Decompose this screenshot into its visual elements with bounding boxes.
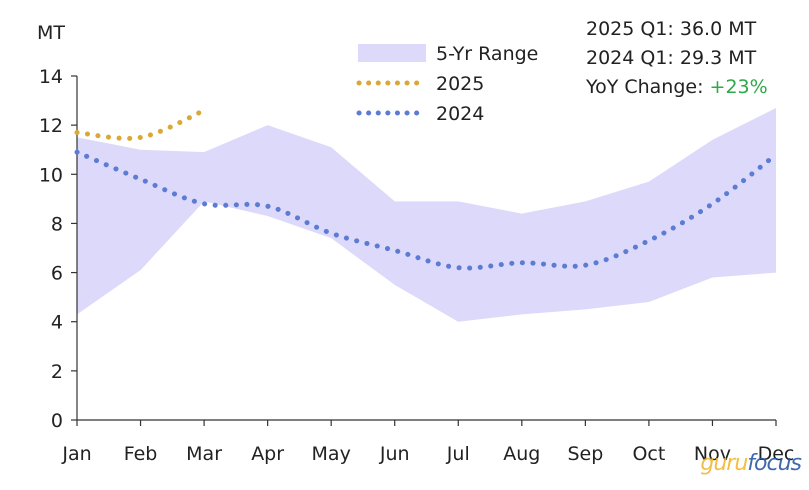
y-tick-label: 12: [39, 115, 63, 137]
yoy-value: +23%: [709, 76, 768, 98]
gurufocus-logo: gurufocus: [700, 451, 802, 476]
x-tick-label: Dec: [758, 443, 795, 465]
x-tick-label: Jan: [61, 443, 91, 465]
yoy-label: YoY Change:: [586, 76, 710, 98]
y-tick-label: 8: [51, 213, 63, 235]
y-tick-label: 10: [39, 164, 63, 186]
y-tick-label: 6: [51, 263, 63, 285]
series-line-2025: [74, 107, 207, 141]
y-tick-label: 4: [51, 312, 63, 334]
legend-swatch-range: [358, 44, 426, 62]
x-tick-label: Nov: [694, 443, 731, 465]
range-band: [77, 107, 776, 322]
x-tick-label: Mar: [186, 443, 222, 465]
annotation-yoy: YoY Change: +23%: [586, 76, 768, 98]
y-tick-label: 2: [51, 361, 63, 383]
legend: 5-Yr Range 2025 2024: [356, 43, 538, 125]
x-tick-label: May: [312, 443, 351, 465]
y-tick-label: 14: [39, 66, 63, 88]
x-tick-label: Jul: [446, 443, 470, 465]
legend-label-range: 5-Yr Range: [436, 43, 538, 65]
y-tick-label: 0: [51, 410, 63, 432]
x-tick-label: Feb: [124, 443, 158, 465]
annotation-2024-q1: 2024 Q1: 29.3 MT: [586, 47, 757, 69]
x-tick-label: Sep: [567, 443, 603, 465]
legend-label-2024: 2024: [436, 103, 484, 125]
series-line-2024: [74, 149, 779, 271]
y-axis-unit: MT: [37, 22, 65, 44]
x-tick-label: Jun: [379, 443, 410, 465]
x-tick-label: Apr: [251, 443, 284, 465]
legend-label-2025: 2025: [436, 73, 484, 95]
x-tick-label: Oct: [632, 443, 665, 465]
x-tick-label: Aug: [503, 443, 540, 465]
annotation-2025-q1: 2025 Q1: 36.0 MT: [586, 18, 757, 40]
plot-area: 0 2 4 6 8 10 12 14 Jan Feb Mar Apr May Jun Jul Aug Sep Oc…: [39, 66, 795, 465]
